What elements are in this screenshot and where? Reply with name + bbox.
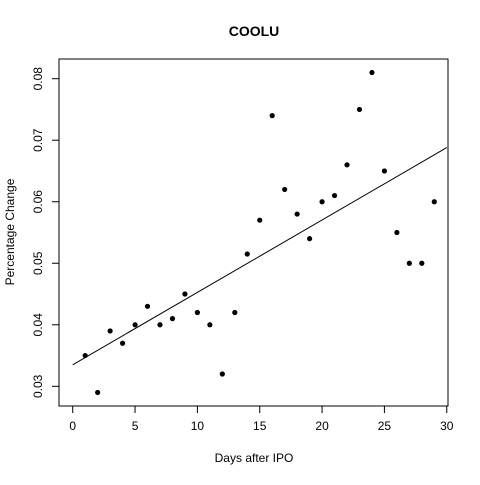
data-point (369, 69, 375, 76)
plot-box (58, 58, 449, 407)
data-point (381, 168, 388, 174)
data-point (356, 106, 363, 113)
data-point (82, 352, 88, 359)
data-point (319, 199, 325, 205)
data-point (294, 211, 300, 217)
y-tick-label: 0.07 (31, 128, 45, 152)
data-point (331, 192, 338, 199)
data-point (282, 186, 288, 193)
data-point (219, 371, 225, 377)
y-tick-label: 0.08 (31, 67, 45, 91)
data-point (232, 309, 238, 316)
data-point (394, 229, 400, 236)
data-point (406, 260, 412, 266)
data-point (144, 303, 151, 309)
fit-line-layer (72, 147, 448, 366)
data-point (132, 322, 138, 328)
x-tick-label: 10 (191, 419, 205, 433)
data-point (169, 316, 176, 322)
x-axis-label: Days after IPO (215, 451, 294, 465)
y-axis-label: Percentage Change (3, 178, 17, 285)
x-tick-label: 5 (132, 419, 139, 433)
x-tick-label: 20 (315, 419, 329, 433)
x-tick-label: 0 (69, 419, 76, 433)
scatter-points (82, 69, 437, 396)
y-tick-label: 0.06 (31, 190, 45, 214)
data-point (244, 251, 250, 257)
x-tick-label: 15 (253, 419, 267, 433)
data-point (119, 340, 126, 346)
chart-title: COOLU (229, 23, 280, 39)
data-point (182, 291, 188, 297)
regression-line (72, 147, 448, 366)
y-tick-label: 0.04 (31, 313, 45, 337)
data-point (431, 199, 437, 205)
data-point (95, 389, 101, 396)
data-point (419, 260, 425, 266)
x-tick-label: 30 (440, 419, 454, 433)
data-point (157, 322, 163, 328)
y-tick-label: 0.03 (31, 374, 45, 398)
y-axis: 0.03 0.04 0.05 0.06 0.07 0.08 (31, 67, 60, 398)
data-point (257, 217, 263, 223)
x-tick-label: 25 (378, 419, 392, 433)
data-point (107, 328, 113, 334)
data-point (194, 309, 200, 316)
data-point (307, 236, 313, 242)
x-axis: 0 5 10 15 20 25 30 (69, 405, 454, 433)
data-point (207, 322, 213, 328)
data-point (269, 113, 275, 119)
data-point (344, 162, 350, 168)
y-tick-label: 0.05 (31, 251, 45, 275)
